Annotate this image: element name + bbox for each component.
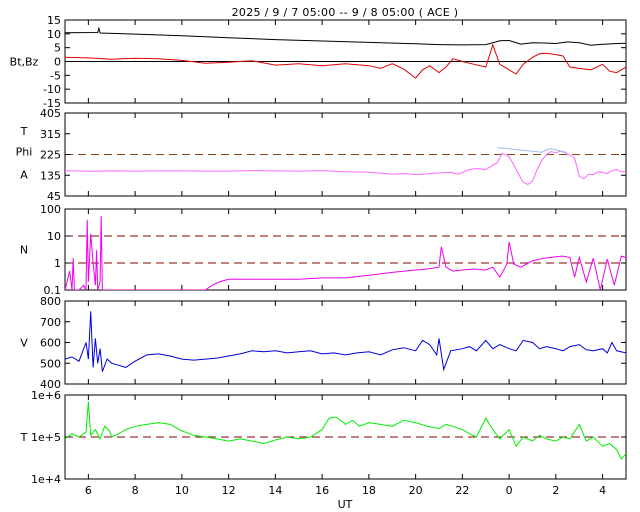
y-tick-label: -5 [50,69,61,82]
panels-group: -15-10-5051015Bt,Bz45135225315405TPhiA0.… [10,14,627,486]
y-axis-label: V [20,337,28,350]
x-tick-label: 12 [222,484,236,497]
y-tick-label: 10 [47,28,61,41]
y-tick-label: 0.1 [44,284,62,297]
y-tick-label: 100 [40,203,61,216]
y-tick-label: 225 [40,149,61,162]
x-tick-label: 10 [175,484,189,497]
x-tick-label: 20 [409,484,423,497]
panel-v: 400 500 600 700 800 V [20,295,627,391]
y-tick-label: 700 [40,316,61,329]
y-axis-label: A [20,169,28,182]
x-tick-label: 8 [132,484,139,497]
y-axis-label: T [20,431,28,444]
x-axis-label: UT [338,498,353,511]
y-tick-label: 15 [47,14,61,27]
y-axis-label: Bt,Bz [10,56,39,69]
y-tick-label: 1e+4 [31,473,61,486]
y-tick-label: 10 [47,230,61,243]
y-tick-label: -10 [43,83,61,96]
series-line-n-0 [65,215,626,290]
y-tick-label: 5 [54,42,61,55]
series-line-bt-bz-1 [65,43,626,79]
x-axis: 6 8 10 12 14 16 18 20 22 0 2 4 [85,484,606,497]
y-tick-label: 405 [40,107,61,120]
y-tick-label: -15 [43,97,61,110]
panel-frame [64,208,627,291]
y-tick-label: 400 [40,378,61,391]
series-line-t-phi-a-1 [497,147,566,154]
chart-title: 2025 / 9 / 7 05:00 -- 9 / 8 05:00 ( ACE … [232,6,459,19]
x-tick-label: 6 [85,484,92,497]
y-tick-label: 1 [54,257,61,270]
y-axis-label: N [20,244,28,257]
series-line-v-0 [65,311,626,372]
series-line-bt-bz-0 [65,26,626,46]
y-tick-label: 600 [40,337,61,350]
series-line-t-phi-a-0 [65,150,626,186]
panel-t-phi-a: 45 135 225 315 405 T Phi A [16,107,627,203]
y-tick-label: 45 [47,190,61,203]
panel-n: 0.1 1 10 100 N [20,203,627,297]
y-tick-label: 500 [40,357,61,370]
y-tick-label: 0 [54,56,61,69]
x-tick-label: 16 [315,484,329,497]
y-axis-label: Phi [16,146,33,159]
panel-frame [64,300,627,385]
y-tick-label: 800 [40,295,61,308]
x-tick-label: 18 [362,484,376,497]
panel-temp: 1e+4 1e+5 1e+6 T [20,389,627,486]
y-tick-label: 1e+5 [31,431,61,444]
y-tick-label: 135 [40,169,61,182]
x-tick-label: 22 [455,484,469,497]
x-tick-label: 4 [599,484,606,497]
y-tick-label: 315 [40,128,61,141]
y-tick-label: 1e+6 [31,389,61,402]
x-tick-label: 0 [506,484,513,497]
x-tick-label: 2 [552,484,559,497]
y-axis-label: T [20,125,28,138]
x-tick-label: 14 [268,484,282,497]
series-line-temp-0 [65,401,626,460]
